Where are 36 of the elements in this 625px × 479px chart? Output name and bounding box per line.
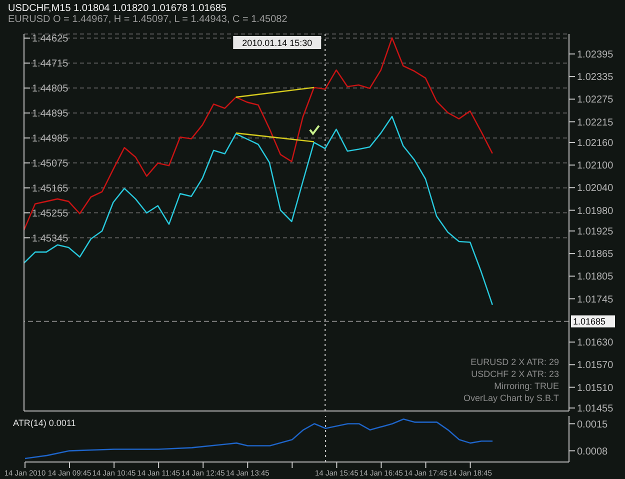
y2-tick-label: 1.02100 — [577, 160, 614, 172]
y-tick-label: 1.45165 — [32, 183, 69, 194]
y2-tick-label: 1.02395 — [577, 50, 614, 61]
y2-tick-label: 1.02160 — [577, 138, 614, 150]
y-tick-label: 1.45255 — [32, 208, 69, 220]
y2-tick-label: 1.01510 — [577, 382, 614, 394]
y-tick-label: 1.45345 — [32, 233, 69, 244]
ref-line-label: 1.01685 — [573, 316, 606, 326]
y-tick-label: 1.45075 — [32, 158, 69, 170]
annotation: Mirroring: TRUE — [493, 380, 559, 392]
y-tick-label: 1.44985 — [32, 134, 69, 144]
y2-tick-label: 1.01745 — [577, 294, 614, 306]
y-tick-label: 1.44895 — [32, 108, 69, 120]
y-tick-label: 1.44625 — [32, 34, 69, 45]
y-tick-label: 1.44805 — [32, 84, 69, 95]
y2-tick-label: 1.01925 — [577, 226, 614, 238]
y2-tick-label: 1.02215 — [577, 117, 614, 128]
y-tick-label: 0.0015 — [577, 419, 608, 430]
y2-tick-label: 1.01980 — [577, 206, 614, 217]
y2-tick-label: 1.02040 — [577, 183, 614, 194]
annotation: OverLay Chart by S.B.T — [463, 392, 559, 404]
y-tick-label: 0.0008 — [577, 446, 608, 458]
chart-title: USDCHF,M15 1.01804 1.01820 1.01678 1.01685 — [8, 3, 228, 14]
chart-subtitle: EURUSD O = 1.44967, H = 1.45097, L = 1.44943, C = 1.45082 — [8, 14, 288, 25]
annotation: USDCHF 2 X ATR: 23 — [470, 368, 559, 380]
chart-title: ATR(14) 0.0011 — [13, 418, 76, 428]
y-tick-label: 1.44715 — [32, 58, 69, 70]
y2-tick-label: 1.02335 — [577, 72, 614, 84]
ref-line-label: 2010.01.14 15:30 — [242, 38, 312, 48]
annotation: EURUSD 2 X ATR: 29 — [470, 356, 559, 368]
y2-tick-label: 1.01455 — [577, 404, 614, 415]
y2-tick-label: 1.01630 — [577, 338, 614, 349]
y2-tick-label: 1.02275 — [577, 94, 614, 106]
y2-tick-label: 1.01865 — [577, 249, 614, 260]
y2-tick-label: 1.01805 — [577, 272, 614, 283]
y2-tick-label: 1.01570 — [577, 360, 614, 372]
